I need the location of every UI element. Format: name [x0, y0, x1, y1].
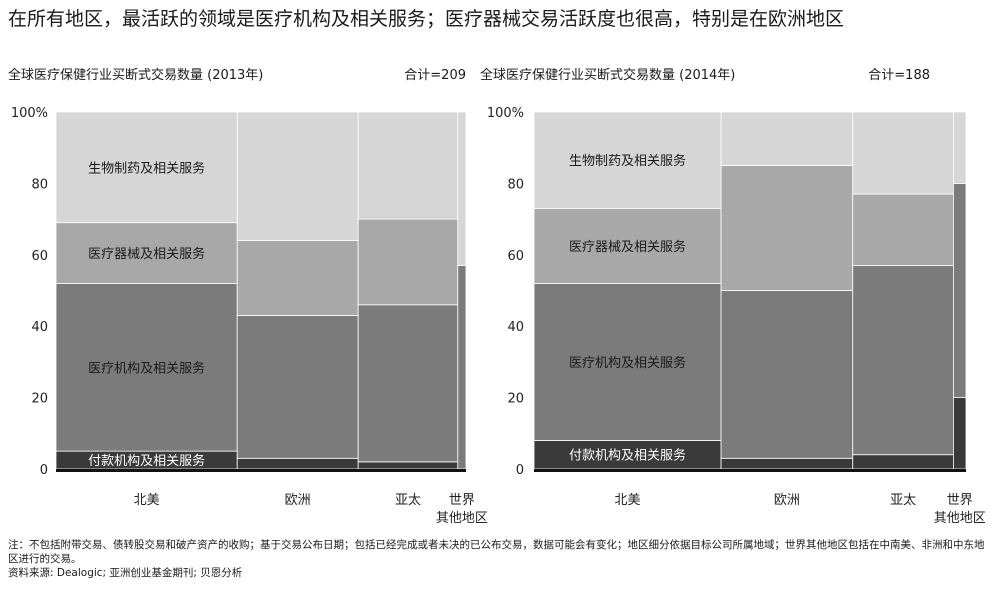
segment-label: 医疗机构及相关服务 [569, 355, 686, 371]
chart-total: 合计=188 [868, 68, 930, 83]
bar-segment [533, 111, 722, 209]
bar-segment [953, 183, 967, 398]
y-tick-label: 60 [31, 249, 48, 264]
x-category-label: 世界 [947, 493, 973, 508]
marimekko-svg: 100% 80 60 40 20 0 付款机构及相关服务医疗机构及相关服务医疗器械及相关服务… [11, 106, 488, 526]
segment-label: 医疗器械及相关服务 [569, 239, 686, 255]
y-tick-label: 40 [507, 320, 524, 335]
bar-segment [357, 218, 459, 306]
x-category-label: 其他地区 [436, 511, 488, 526]
bar-segment [852, 193, 954, 266]
bar-segment [720, 111, 854, 166]
x-category-label: 欧洲 [774, 493, 800, 508]
chart-2013: 全球医疗保健行业买断式交易数量 (2013年) 合计=209 100% 80 60 4… [0, 60, 488, 526]
segment-label: 医疗机构及相关服务 [88, 360, 205, 376]
bar-segment [457, 111, 467, 266]
chart-total: 合计=209 [404, 68, 466, 83]
bar-segment [357, 461, 459, 470]
y-tick-label: 0 [516, 463, 524, 478]
segment-label: 付款机构及相关服务 [88, 453, 205, 469]
y-tick-label: 60 [507, 249, 524, 264]
segment-label: 医疗器械及相关服务 [88, 246, 205, 262]
segment-label: 生物制药及相关服务 [569, 153, 686, 169]
chart-title: 全球医疗保健行业买断式交易数量 (2013年) [8, 68, 264, 83]
x-category-label: 北美 [134, 493, 160, 508]
bar-segment [720, 457, 854, 470]
bar-segment [236, 111, 359, 241]
x-category-label: 世界 [449, 493, 475, 508]
x-category-label: 欧洲 [285, 493, 311, 508]
y-tick-label: 0 [40, 463, 48, 478]
bar-segment [357, 111, 459, 220]
bar-segment [953, 111, 967, 184]
bar-segment [720, 165, 854, 291]
y-tick-label: 80 [507, 177, 524, 192]
y-tick-label: 100% [11, 106, 48, 121]
source-text: 资料来源: Dealogic; 亚洲创业基金期刊; 贝恩分析 [8, 567, 243, 579]
marimekko-svg: 100% 80 60 40 20 0 付款机构及相关服务医疗机构及相关服务医疗器械及相关服务… [487, 106, 986, 526]
bar-segment [852, 454, 954, 470]
x-category-label: 亚太 [395, 493, 421, 508]
bar-segment [55, 111, 238, 224]
footnotes: 注：不包括附带交易、债转股交易和破产资产的收购；基于交易公布日期；包括已经完成或… [8, 538, 986, 580]
bar-segment [236, 457, 359, 470]
chart-2014: 全球医疗保健行业买断式交易数量 (2014年) 合计=188 100% 80 60 4… [476, 60, 986, 526]
headline: 在所有地区，最活跃的领域是医疗机构及相关服务；医疗器械交易活跃度也很高，特别是在… [8, 8, 845, 30]
bar-segment [236, 240, 359, 316]
y-tick-label: 100% [487, 106, 524, 121]
bar-segment [720, 290, 854, 459]
bar-segment [852, 265, 954, 456]
bar-segment [953, 397, 967, 470]
bar-segment [55, 222, 238, 284]
y-tick-label: 80 [31, 177, 48, 192]
bar-segment [236, 315, 359, 459]
segment-label: 生物制药及相关服务 [88, 160, 205, 176]
x-category-label: 其他地区 [934, 511, 986, 526]
y-tick-label: 40 [31, 320, 48, 335]
footnote-text: 注：不包括附带交易、债转股交易和破产资产的收购；基于交易公布日期；包括已经完成或… [8, 539, 985, 565]
segment-label: 付款机构及相关服务 [569, 448, 686, 464]
bar-segment [55, 282, 238, 452]
bar-segment [457, 265, 467, 470]
x-category-label: 北美 [615, 493, 641, 508]
y-tick-label: 20 [507, 392, 524, 407]
x-category-label: 亚太 [890, 493, 916, 508]
bar-segment [357, 304, 459, 463]
bar-segment [852, 111, 954, 195]
y-tick-label: 20 [31, 392, 48, 407]
bar-segment [533, 282, 722, 441]
chart-title: 全球医疗保健行业买断式交易数量 (2014年) [480, 68, 736, 83]
